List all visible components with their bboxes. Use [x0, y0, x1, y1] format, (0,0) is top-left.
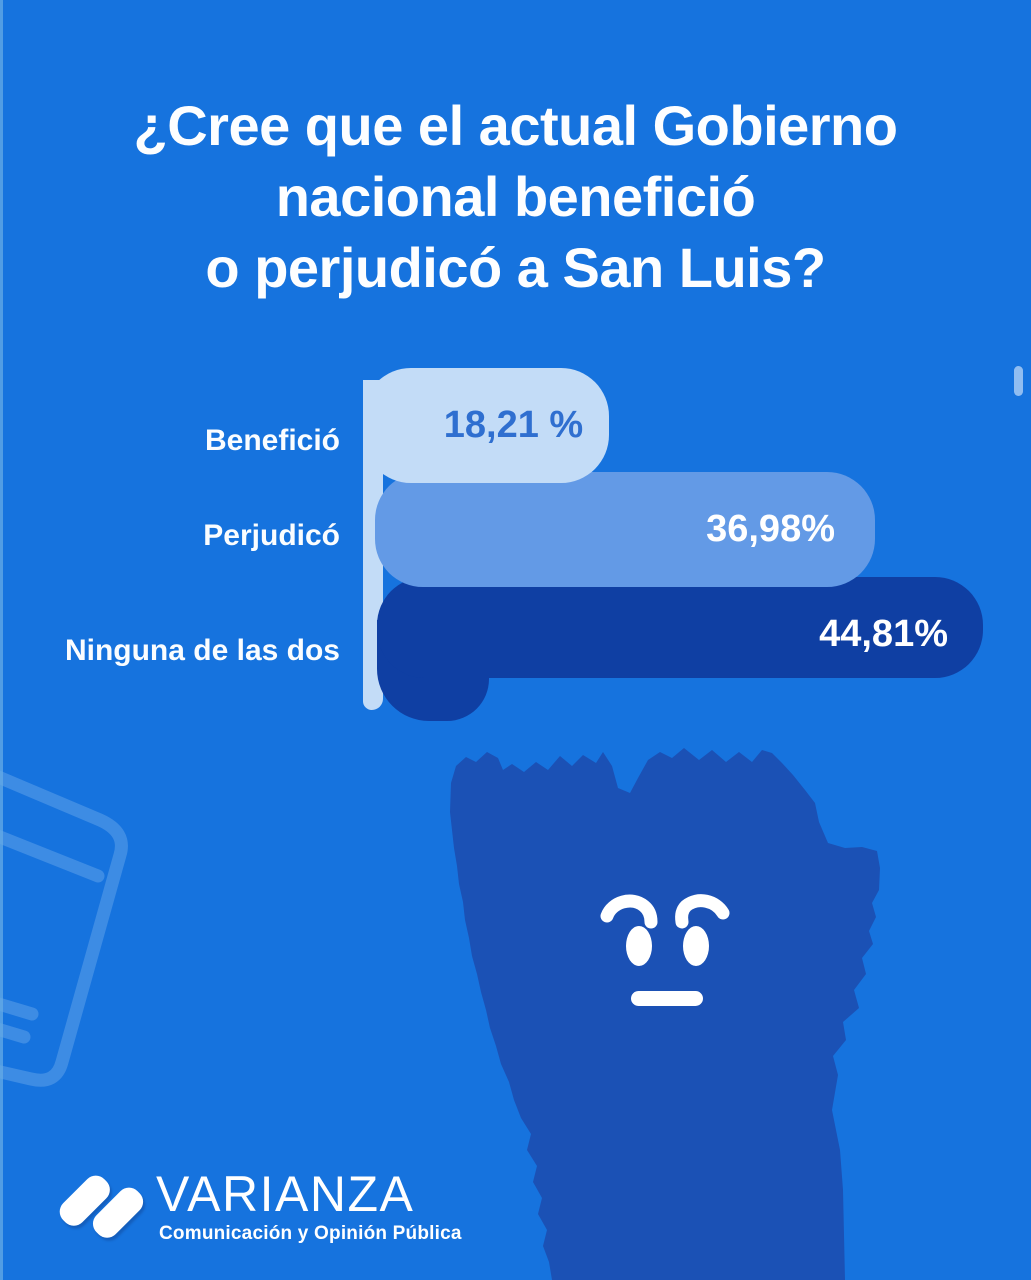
left-eye-icon	[626, 926, 652, 966]
san-luis-silhouette	[450, 748, 880, 1280]
title-line-1: ¿Cree que el actual Gobierno	[133, 94, 898, 157]
worried-face-icon	[600, 894, 730, 1006]
left-eyebrow-icon	[600, 894, 658, 929]
scrollbar-thumb[interactable]	[1014, 366, 1023, 396]
right-eye-icon	[683, 926, 709, 966]
bar-perjudico: 36,98%	[375, 472, 875, 587]
title-line-3: o perjudicó a San Luis?	[205, 236, 826, 299]
bar-value-perjudico: 36,98%	[706, 508, 835, 550]
bar-value-ninguna: 44,81%	[819, 613, 948, 655]
page-title: ¿Cree que el actual Gobierno nacional be…	[0, 90, 1031, 303]
bar-beneficio: 18,21 %	[363, 368, 609, 483]
bar-ninguna: 44,81%	[377, 577, 983, 678]
brand-tagline: Comunicación y Opinión Pública	[159, 1222, 462, 1244]
category-label-beneficio: Benefició	[204, 424, 340, 457]
brand-name: VARIANZA	[156, 1165, 415, 1222]
category-label-perjudico: Perjudicó	[203, 519, 340, 552]
varianza-logo-mark-icon	[59, 1175, 144, 1238]
decorative-outline-shape	[0, 770, 128, 1087]
varianza-logo: VARIANZA Comunicación y Opinión Pública	[50, 1156, 462, 1256]
mouth-icon	[631, 991, 703, 1006]
right-eyebrow-icon	[675, 894, 730, 929]
bar-value-beneficio: 18,21 %	[443, 404, 584, 446]
category-label-ninguna: Ninguna de las dos	[64, 634, 340, 667]
screen-edge-strip	[0, 0, 3, 1280]
title-line-2: nacional benefició	[275, 165, 756, 228]
